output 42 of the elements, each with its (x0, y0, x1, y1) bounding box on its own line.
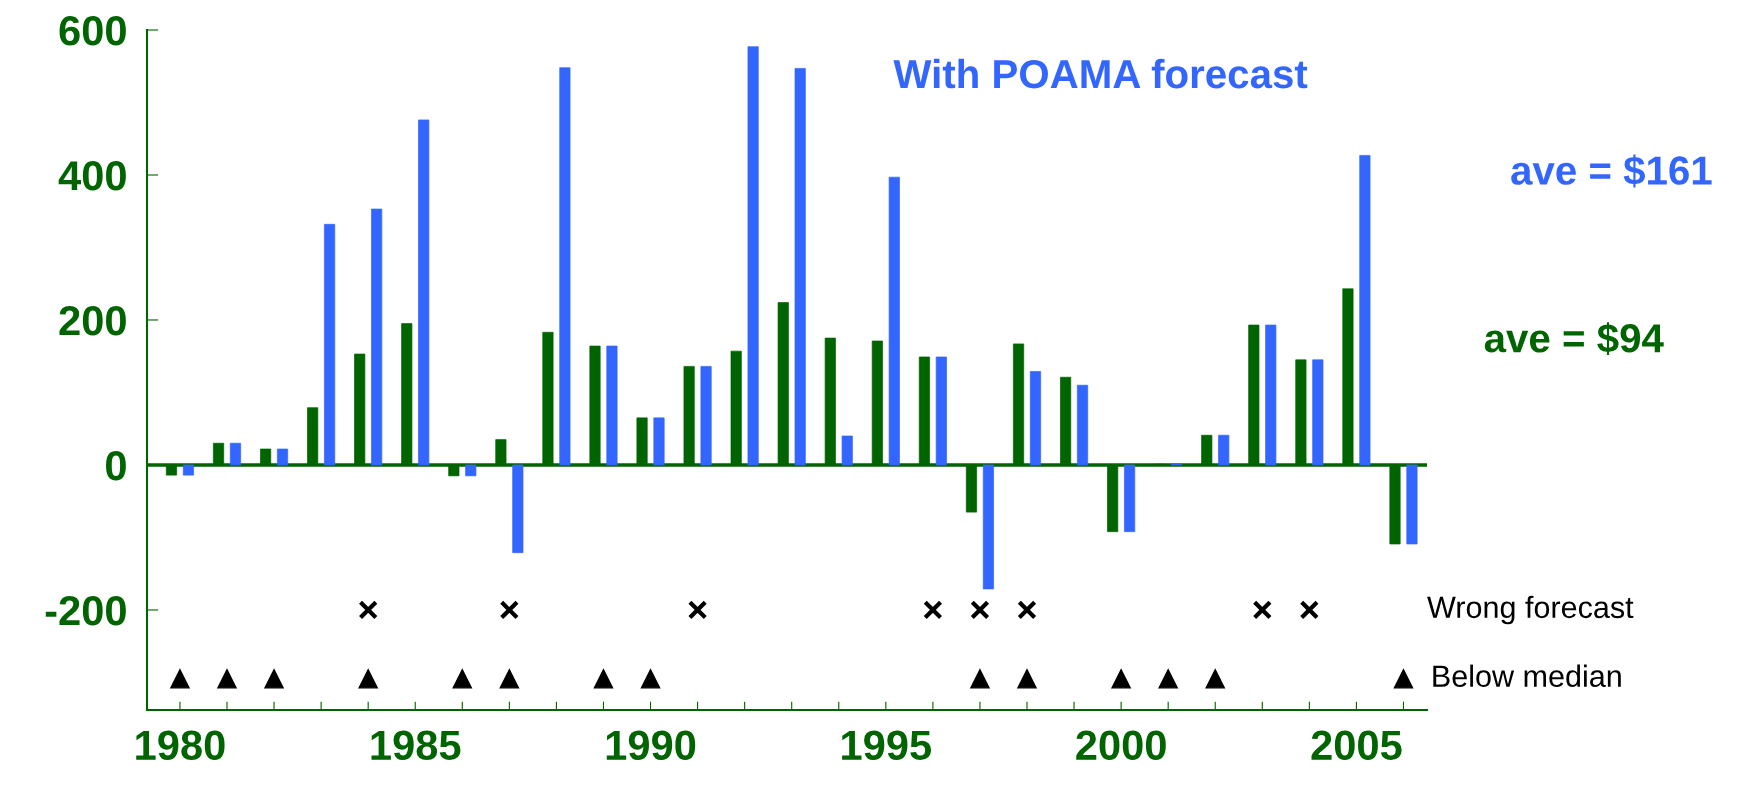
bar (935, 356, 947, 466)
bar (229, 442, 241, 466)
y-tick-label: 400 (58, 160, 126, 191)
bar (700, 366, 712, 466)
bar (606, 345, 618, 466)
bar (1265, 324, 1277, 466)
series-label: Below median (1433, 664, 1621, 688)
bar (371, 208, 383, 466)
bar (277, 448, 289, 466)
text: Wrong forecast (1427, 595, 1634, 625)
x-tick-label: 1995 (842, 730, 932, 761)
x-tick-label: 1980 (136, 730, 225, 761)
bar (841, 435, 853, 466)
bar (1124, 464, 1136, 533)
x-tick-label: 1990 (606, 730, 696, 761)
bar (888, 176, 900, 466)
bar (1029, 371, 1041, 466)
bar (559, 67, 571, 466)
bar (465, 464, 477, 477)
bar (1312, 359, 1324, 466)
x-tick-label: 2000 (1076, 730, 1166, 761)
x-tick-label: 2005 (1311, 730, 1402, 761)
bar (182, 464, 194, 476)
y-tick-label: -200 (45, 595, 126, 626)
bar (794, 68, 806, 466)
bar (1406, 464, 1418, 545)
x-tick-label: 1985 (371, 730, 461, 761)
text: ave = $94 (1484, 322, 1664, 356)
bar (512, 464, 524, 554)
y-tick-label: 600 (59, 16, 126, 46)
bar (747, 46, 759, 466)
text: ave = $161 (1511, 154, 1712, 188)
bar (418, 119, 430, 466)
bar (982, 464, 994, 590)
text: With POAMA forecast (893, 58, 1308, 89)
bar (1359, 155, 1371, 466)
bar (1218, 434, 1230, 466)
y-tick-label: 0 (106, 450, 126, 481)
bar (324, 223, 336, 466)
bar (1077, 384, 1089, 466)
bar (653, 417, 665, 466)
y-tick-label: 200 (59, 305, 126, 336)
